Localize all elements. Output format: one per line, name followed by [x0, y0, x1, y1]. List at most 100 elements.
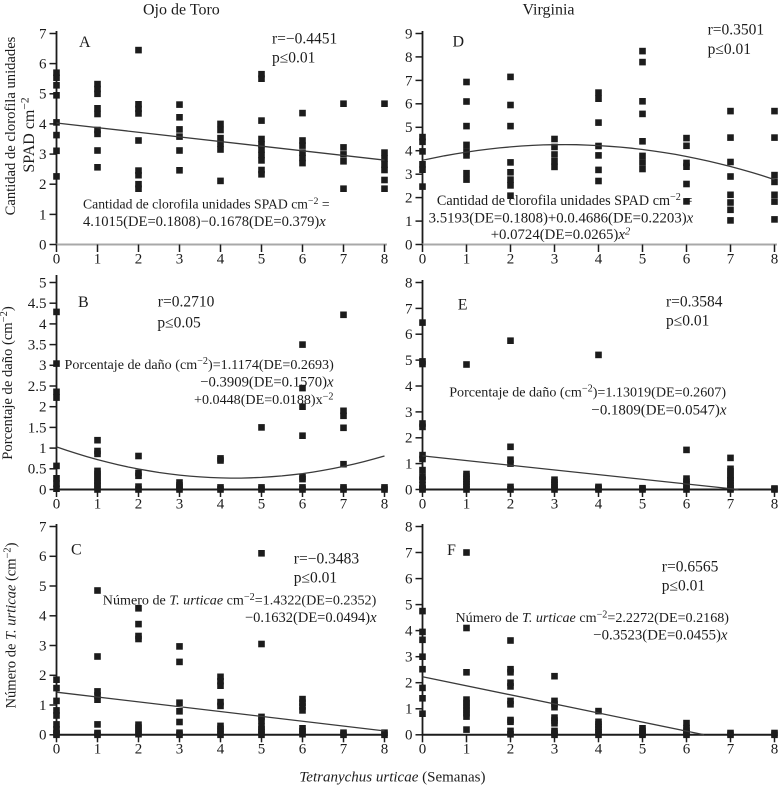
- svg-text:4: 4: [595, 742, 603, 758]
- svg-text:8: 8: [771, 742, 779, 758]
- svg-text:5: 5: [405, 353, 413, 369]
- svg-text:3: 3: [405, 650, 413, 666]
- svg-text:Número de T. urticae cm−2=2.22: Número de T. urticae cm−2=2.2272(DE=0.21…: [456, 609, 730, 626]
- svg-text:6: 6: [683, 742, 691, 758]
- svg-text:5: 5: [39, 579, 47, 595]
- svg-text:3: 3: [176, 496, 184, 512]
- svg-text:D: D: [453, 34, 465, 51]
- svg-text:2: 2: [507, 496, 515, 512]
- svg-text:Cantidad de clorofila unidades: Cantidad de clorofila unidades SPAD cm−2…: [437, 192, 693, 209]
- svg-text:6: 6: [39, 57, 47, 73]
- svg-text:4: 4: [39, 117, 47, 133]
- svg-text:1.5: 1.5: [28, 420, 47, 436]
- svg-text:Ojo de Toro: Ojo de Toro: [143, 2, 220, 19]
- svg-text:1: 1: [94, 742, 102, 758]
- svg-text:2: 2: [507, 251, 515, 267]
- svg-text:−0.3909(DE=0.1570)x: −0.3909(DE=0.1570)x: [200, 374, 334, 390]
- svg-text:1: 1: [39, 441, 47, 457]
- svg-text:6: 6: [299, 496, 307, 512]
- svg-text:p≤0.01: p≤0.01: [708, 41, 751, 58]
- svg-text:7: 7: [39, 519, 47, 535]
- svg-text:r=0.3501: r=0.3501: [708, 22, 765, 39]
- svg-text:1: 1: [463, 251, 471, 267]
- svg-text:Porcentaje de daño (cm−2): Porcentaje de daño (cm−2): [0, 306, 16, 460]
- svg-text:3.5193(DE=0.1808)+0.0.4686(DE=: 3.5193(DE=0.1808)+0.0.4686(DE=0.2203)x: [429, 210, 694, 226]
- svg-text:7: 7: [727, 742, 735, 758]
- svg-text:4: 4: [217, 742, 225, 758]
- svg-text:3: 3: [405, 167, 413, 183]
- svg-text:6: 6: [683, 496, 691, 512]
- svg-text:2: 2: [135, 742, 143, 758]
- svg-text:5: 5: [639, 251, 647, 267]
- svg-text:B: B: [78, 294, 89, 311]
- svg-text:2: 2: [135, 496, 143, 512]
- svg-text:0: 0: [53, 742, 61, 758]
- svg-text:0: 0: [39, 237, 47, 253]
- svg-text:4.5: 4.5: [28, 296, 47, 312]
- svg-text:6: 6: [683, 251, 691, 267]
- svg-text:7: 7: [727, 251, 735, 267]
- svg-text:4: 4: [595, 251, 603, 267]
- svg-text:8: 8: [381, 251, 389, 267]
- svg-text:3: 3: [551, 496, 559, 512]
- svg-text:1: 1: [463, 742, 471, 758]
- svg-text:Porcentaje de daño (cm−2)=1.13: Porcentaje de daño (cm−2)=1.13019(DE=0.2…: [449, 384, 726, 401]
- svg-text:+0.0448(DE=0.0188)x−2: +0.0448(DE=0.0188)x−2: [194, 391, 333, 408]
- svg-text:6: 6: [405, 327, 413, 343]
- svg-text:5: 5: [405, 120, 413, 136]
- svg-text:0.5: 0.5: [28, 462, 47, 478]
- svg-text:8: 8: [771, 251, 779, 267]
- svg-text:0: 0: [419, 742, 427, 758]
- svg-text:0: 0: [39, 482, 47, 498]
- svg-text:2: 2: [39, 668, 47, 684]
- svg-text:5: 5: [639, 496, 647, 512]
- svg-text:+0.0724(DE=0.0265)x2: +0.0724(DE=0.0265)x2: [491, 225, 631, 243]
- svg-text:p≤0.01: p≤0.01: [272, 50, 315, 67]
- svg-text:−0.3523(DE=0.0455)x: −0.3523(DE=0.0455)x: [593, 628, 728, 644]
- svg-text:6: 6: [39, 549, 47, 565]
- svg-text:3: 3: [551, 742, 559, 758]
- svg-text:7: 7: [405, 73, 413, 89]
- svg-text:1: 1: [39, 207, 47, 223]
- svg-text:6: 6: [405, 572, 413, 588]
- svg-text:Número de T. urticae cm−2=1.43: Número de T. urticae cm−2=1.4322(DE=0.23…: [103, 592, 377, 609]
- svg-text:3: 3: [39, 638, 47, 654]
- svg-text:3.5: 3.5: [28, 338, 47, 354]
- svg-text:0: 0: [405, 482, 413, 498]
- svg-text:F: F: [447, 542, 456, 559]
- svg-text:1: 1: [405, 457, 413, 473]
- svg-text:4: 4: [595, 496, 603, 512]
- svg-text:Tetranychus urticae (Semanas): Tetranychus urticae (Semanas): [299, 770, 485, 786]
- svg-text:3: 3: [176, 251, 184, 267]
- svg-text:Virginia: Virginia: [522, 2, 574, 19]
- svg-text:r=0.3584: r=0.3584: [666, 294, 723, 311]
- svg-text:7: 7: [405, 301, 413, 317]
- svg-text:5: 5: [405, 598, 413, 614]
- svg-text:2: 2: [405, 676, 413, 692]
- svg-text:SPAD cm−2: SPAD cm−2: [20, 97, 38, 172]
- svg-text:7: 7: [405, 545, 413, 561]
- svg-text:7: 7: [39, 26, 47, 42]
- svg-text:p≤0.01: p≤0.01: [662, 577, 705, 594]
- svg-text:r=−0.4451: r=−0.4451: [272, 31, 337, 48]
- svg-text:8: 8: [405, 519, 413, 535]
- svg-text:5: 5: [639, 742, 647, 758]
- svg-text:0: 0: [405, 237, 413, 253]
- svg-text:4: 4: [405, 624, 413, 640]
- svg-text:2: 2: [405, 191, 413, 207]
- svg-text:3: 3: [405, 405, 413, 421]
- svg-text:6: 6: [299, 742, 307, 758]
- svg-text:5: 5: [258, 251, 266, 267]
- svg-text:1: 1: [94, 251, 102, 267]
- svg-text:4: 4: [39, 317, 47, 333]
- svg-text:7: 7: [340, 742, 348, 758]
- svg-text:0: 0: [419, 251, 427, 267]
- svg-text:r=0.6565: r=0.6565: [662, 559, 719, 576]
- svg-text:5: 5: [258, 742, 266, 758]
- svg-text:Porcentaje de daño (cm−2)=1.11: Porcentaje de daño (cm−2)=1.1174(DE=0.26…: [65, 356, 335, 373]
- svg-text:0: 0: [39, 728, 47, 744]
- svg-text:3: 3: [39, 147, 47, 163]
- svg-text:5: 5: [39, 275, 47, 291]
- svg-text:Número de T. urticae (cm−2): Número de T. urticae (cm−2): [3, 542, 20, 708]
- svg-text:4: 4: [405, 379, 413, 395]
